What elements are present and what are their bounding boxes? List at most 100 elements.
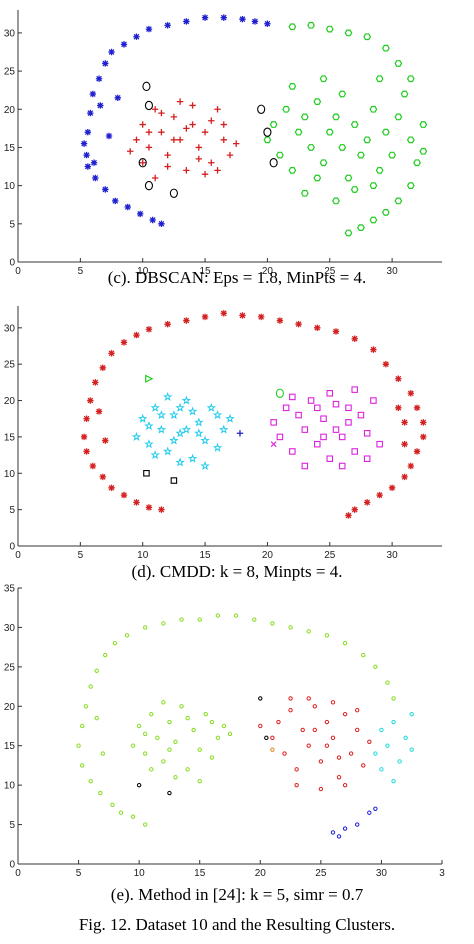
y-tick-label: 15: [4, 143, 16, 154]
data-point: [289, 393, 296, 401]
data-point: [150, 402, 160, 412]
data-point: [201, 128, 209, 136]
data-point: [221, 723, 227, 729]
y-tick-label: 10: [4, 469, 16, 480]
data-point: [288, 708, 293, 713]
data-point: [363, 430, 371, 437]
data-point: [338, 433, 346, 441]
data-point: [161, 700, 166, 705]
data-point: [276, 433, 284, 441]
data-point: [187, 406, 198, 416]
data-point: [133, 136, 140, 144]
data-point: [189, 102, 196, 109]
data-point: [76, 743, 81, 748]
data-point: [336, 775, 342, 780]
series-2: [263, 21, 428, 237]
data-point: [312, 727, 317, 733]
data-point: [124, 203, 131, 211]
data-point: [385, 743, 390, 748]
data-point: [330, 700, 336, 705]
data-point: [312, 704, 317, 709]
data-point: [227, 731, 233, 737]
data-point: [342, 826, 348, 831]
data-point: [264, 735, 269, 741]
y-tick-label: 20: [4, 702, 16, 713]
data-point: [388, 484, 396, 492]
data-point: [164, 163, 171, 170]
data-point: [158, 506, 165, 513]
data-point: [143, 625, 148, 630]
data-point: [350, 121, 359, 128]
data-point: [282, 105, 291, 113]
x-tick-label: 0: [15, 266, 21, 277]
data-point: [195, 144, 203, 151]
data-point: [373, 806, 378, 812]
data-point: [208, 159, 215, 166]
data-point: [350, 186, 359, 193]
data-point: [175, 428, 185, 438]
data-point: [187, 453, 198, 463]
panel-e-method24: 0 5 10 15 20 25 30 3 0 5 10 15 20 25 30 35 (e). Method …: [0, 582, 474, 910]
data-point: [185, 715, 190, 721]
data-point: [239, 312, 246, 319]
x-tick-label: 10: [137, 550, 149, 561]
data-point: [80, 140, 88, 147]
data-point: [145, 326, 153, 333]
data-point: [158, 220, 165, 228]
data-point: [319, 75, 328, 83]
data-point: [263, 127, 272, 137]
data-point: [361, 763, 366, 768]
data-point: [114, 94, 121, 102]
data-point: [181, 395, 192, 405]
data-point: [330, 735, 336, 741]
y-tick-label: 0: [9, 542, 15, 553]
series-0: [80, 310, 427, 519]
data-point: [161, 759, 166, 764]
data-point: [162, 446, 173, 456]
data-point: [191, 727, 196, 733]
data-point: [92, 174, 99, 182]
data-point: [370, 346, 377, 353]
y-tick-label: 10: [4, 781, 16, 792]
data-point: [236, 430, 244, 437]
x-tick-label: 20: [262, 266, 274, 277]
series-3: [138, 81, 278, 198]
data-point: [83, 704, 89, 709]
data-point: [306, 743, 311, 748]
data-point: [87, 397, 94, 404]
x-tick-label: 0: [15, 868, 21, 879]
series-1: [131, 391, 235, 471]
x-tick-label: 25: [324, 266, 336, 277]
data-point: [363, 33, 372, 41]
data-point: [332, 400, 340, 408]
scatter-chart-d: 0 5 10 15 20 25 30 0 5 10 15 20 25 30: [4, 306, 442, 561]
data-point: [276, 719, 281, 725]
series-6: [143, 470, 178, 484]
data-point: [233, 140, 240, 147]
data-point: [164, 320, 171, 328]
data-point: [282, 404, 290, 412]
data-point: [363, 499, 371, 506]
data-point: [401, 440, 408, 448]
data-point: [145, 25, 153, 33]
series-5: [270, 747, 275, 752]
data-point: [400, 90, 409, 98]
data-point: [395, 404, 402, 412]
data-point: [194, 417, 204, 427]
data-point: [183, 167, 190, 174]
x-tick-label: 30: [376, 868, 388, 879]
data-point: [375, 166, 384, 174]
data-point: [288, 166, 297, 174]
data-point: [332, 426, 340, 433]
data-point: [367, 739, 372, 744]
data-point: [276, 317, 284, 324]
data-point: [161, 621, 166, 626]
data-point: [149, 711, 154, 717]
data-point: [139, 121, 146, 128]
data-point: [257, 104, 266, 114]
data-point: [212, 410, 223, 420]
data-point: [156, 410, 167, 420]
data-point: [201, 313, 209, 321]
data-point: [143, 822, 148, 827]
data-point: [209, 719, 215, 725]
